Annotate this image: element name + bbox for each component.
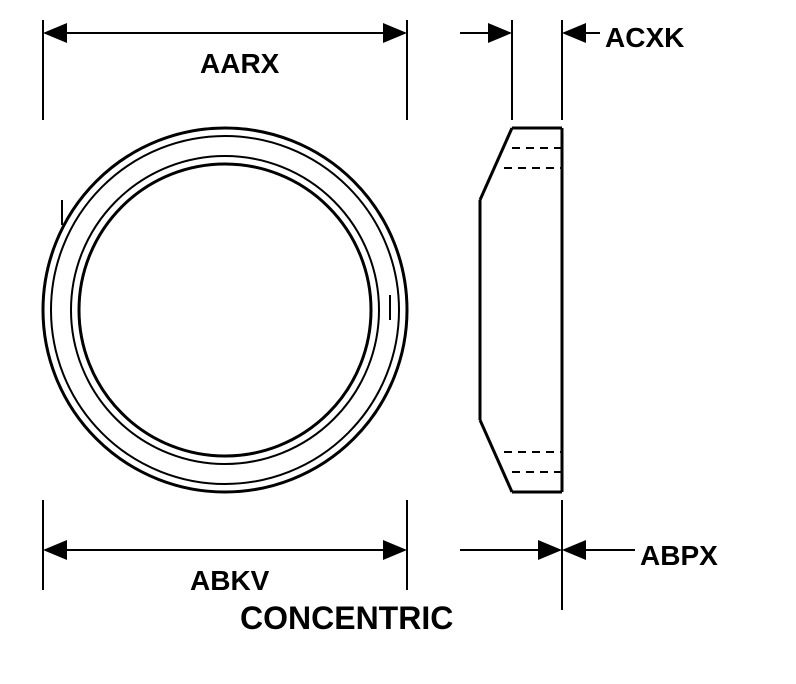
dimension-acxk xyxy=(460,20,600,120)
front-view xyxy=(43,128,407,492)
engineering-diagram-svg xyxy=(0,0,796,684)
outer-circle xyxy=(43,128,407,492)
ring-inner-outer xyxy=(71,156,379,464)
title-concentric: CONCENTRIC xyxy=(240,600,453,637)
side-view xyxy=(480,128,562,492)
label-acxk: ACXK xyxy=(605,22,684,54)
side-taper-top xyxy=(480,128,512,200)
label-abpx: ABPX xyxy=(640,540,718,572)
dimension-abpx xyxy=(460,500,635,610)
label-aarx: AARX xyxy=(200,48,279,80)
side-taper-bottom xyxy=(480,420,512,492)
inner-circle xyxy=(79,164,371,456)
diagram-container: AARX ABKV ACXK ABPX CONCENTRIC xyxy=(0,0,796,684)
ring-outer-inner xyxy=(51,136,399,484)
label-abkv: ABKV xyxy=(190,565,269,597)
